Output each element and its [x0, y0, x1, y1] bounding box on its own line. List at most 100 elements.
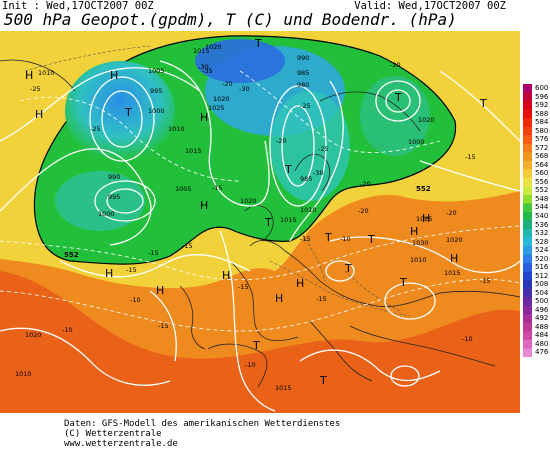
low-pressure-marker: T: [399, 276, 407, 289]
scale-tick-label: 488: [535, 322, 549, 331]
scale-tick-label: 504: [535, 288, 549, 297]
scale-tick-label: 568: [535, 152, 549, 161]
pressure-label: 1025: [208, 104, 225, 112]
temperature-label: -20: [360, 180, 371, 188]
pressure-label: 1025: [416, 215, 433, 223]
pressure-label: 1015: [280, 216, 297, 224]
pressure-label: 1010: [168, 125, 185, 133]
scale-swatch: [523, 186, 532, 196]
scale-swatch: [523, 237, 532, 247]
scale-swatch: [523, 280, 532, 290]
scale-tick-label: 564: [535, 160, 549, 169]
scale-swatch: [523, 271, 532, 281]
temperature-label: -25: [90, 125, 101, 133]
pressure-label: 985: [297, 69, 309, 77]
scale-tick-label: 552: [535, 186, 549, 195]
pressure-label: 1010: [410, 256, 427, 264]
temperature-label: -15: [148, 249, 159, 257]
temperature-label: -15: [212, 184, 223, 192]
low-pressure-marker: T: [394, 91, 402, 104]
high-pressure-marker: H: [156, 284, 164, 297]
scale-tick-label: 600: [535, 84, 549, 92]
pressure-label: 1020: [240, 197, 257, 205]
pressure-label: 990: [108, 173, 120, 181]
pressure-label: 1030: [412, 239, 429, 247]
pressure-label: 1020: [418, 116, 435, 124]
low-pressure-markers: T T T T T T T T T T T T: [124, 37, 487, 387]
footer-credits: Daten: GFS-Modell des amerikanischen Wet…: [64, 419, 340, 449]
pressure-label: 1020: [25, 331, 42, 339]
low-pressure-marker: T: [254, 37, 262, 50]
high-pressure-marker: H: [296, 277, 304, 290]
temperature-label: -20: [358, 207, 369, 215]
low-pressure-marker: T: [264, 216, 272, 229]
pressure-label: 1015: [444, 269, 461, 277]
pressure-label: 980: [297, 81, 309, 89]
temperature-label: -30: [198, 63, 209, 71]
scale-tick-label: 484: [535, 331, 549, 340]
pressure-label: 1010: [15, 370, 32, 378]
scale-swatch: [523, 288, 532, 298]
scale-tick-label: 576: [535, 135, 549, 144]
coastlines: [0, 59, 520, 388]
isotherms: [0, 70, 520, 332]
scale-tick-label: 512: [535, 271, 549, 280]
temperature-label: -10: [462, 335, 473, 343]
scale-swatch: [523, 322, 532, 332]
temperature-label: -30: [239, 85, 250, 93]
pressure-label: 1000: [98, 210, 115, 218]
cold-core-deep: [195, 39, 285, 83]
temperature-label: -15: [300, 235, 311, 243]
scale-tick-label: 500: [535, 297, 549, 306]
scale-tick-label: 524: [535, 246, 549, 255]
scale-swatch: [523, 126, 532, 136]
low-pressure-marker: T: [319, 374, 327, 387]
temperature-label: -15: [182, 242, 193, 250]
high-pressure-marker: H: [275, 292, 283, 305]
scale-tick-label: 580: [535, 126, 549, 135]
pressure-label: 1000: [408, 138, 425, 146]
scale-tick-label: 492: [535, 314, 549, 323]
scale-tick-label: 536: [535, 220, 549, 229]
scale-swatch: [523, 339, 532, 349]
pressure-label: 1020: [205, 43, 222, 51]
high-pressure-marker: H: [200, 199, 208, 212]
temperature-label: -15: [238, 283, 249, 291]
scale-tick-label: 520: [535, 254, 549, 263]
scale-tick-label: 592: [535, 101, 549, 110]
scale-swatch: [523, 246, 532, 256]
scale-swatch: [523, 220, 532, 230]
temperature-label: -10: [62, 326, 73, 334]
high-pressure-marker: H: [35, 108, 43, 121]
scale-swatch: [523, 305, 532, 315]
footer-copyright: (C) Wetterzentrale: [64, 429, 162, 439]
high-pressure-marker: H: [450, 252, 458, 265]
isobars: [0, 60, 520, 412]
init-time-label: Init : Wed,17OCT2007 00Z: [2, 0, 154, 12]
pressure-label: 1015: [275, 384, 292, 392]
borders: [24, 45, 411, 317]
high-pressure-marker: H: [25, 69, 33, 82]
temperature-labels: -25-30-25-20-20-35-30-25-30-20-20-15-15-…: [30, 61, 491, 369]
low-pressure-marker: T: [324, 231, 332, 244]
low-pressure-marker: T: [124, 106, 132, 119]
scale-swatch: [523, 160, 532, 170]
scale-tick-label: 560: [535, 169, 549, 178]
scale-tick-label: 548: [535, 194, 549, 203]
footer-url[interactable]: www.wetterzentrale.de: [64, 439, 178, 449]
low-pressure-marker: T: [479, 97, 487, 110]
scale-tick-label: 572: [535, 143, 549, 152]
pressure-label: 1010: [38, 69, 55, 77]
scale-swatch: [523, 194, 532, 204]
pressure-label: 995: [108, 193, 120, 201]
scale-tick-label: 588: [535, 109, 549, 118]
scale-tick-label: 508: [535, 280, 549, 289]
scale-swatch: [523, 109, 532, 119]
low-pressure-marker: T: [367, 233, 375, 246]
valid-time-label: Valid: Wed,17OCT2007 00Z: [354, 0, 506, 12]
high-pressure-marker: H: [410, 225, 418, 238]
pressure-label: 1015: [193, 47, 210, 55]
scale-swatch: [523, 203, 532, 213]
scale-tick-label: 544: [535, 203, 549, 212]
